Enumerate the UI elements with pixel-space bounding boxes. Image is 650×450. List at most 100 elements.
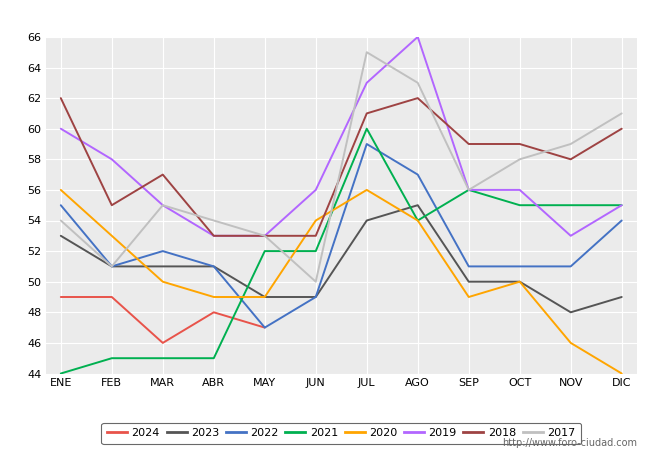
2023 bbox=[108, 264, 116, 269]
2023 bbox=[516, 279, 524, 284]
2018 bbox=[108, 202, 116, 208]
2018 bbox=[567, 157, 575, 162]
2020 bbox=[261, 294, 268, 300]
2018 bbox=[261, 233, 268, 238]
2019 bbox=[159, 202, 166, 208]
2022 bbox=[516, 264, 524, 269]
2023 bbox=[618, 294, 625, 300]
2024 bbox=[57, 294, 65, 300]
2023 bbox=[465, 279, 473, 284]
2023 bbox=[363, 218, 370, 223]
2023 bbox=[567, 310, 575, 315]
2021 bbox=[363, 126, 370, 131]
2022 bbox=[465, 264, 473, 269]
2017 bbox=[210, 218, 218, 223]
Text: Afiliados en Quintanilla de Urz a 31/5/2024: Afiliados en Quintanilla de Urz a 31/5/2… bbox=[142, 9, 508, 24]
2019 bbox=[363, 80, 370, 86]
Line: 2022: 2022 bbox=[61, 144, 621, 328]
2017 bbox=[618, 111, 625, 116]
2021 bbox=[108, 356, 116, 361]
2020 bbox=[57, 187, 65, 193]
2017 bbox=[108, 264, 116, 269]
2017 bbox=[159, 202, 166, 208]
2022 bbox=[261, 325, 268, 330]
Line: 2020: 2020 bbox=[61, 190, 621, 374]
Line: 2024: 2024 bbox=[61, 297, 265, 343]
2020 bbox=[465, 294, 473, 300]
2021 bbox=[618, 202, 625, 208]
2020 bbox=[312, 218, 320, 223]
2020 bbox=[567, 340, 575, 346]
2020 bbox=[516, 279, 524, 284]
2020 bbox=[414, 218, 422, 223]
2017 bbox=[261, 233, 268, 238]
Legend: 2024, 2023, 2022, 2021, 2020, 2019, 2018, 2017: 2024, 2023, 2022, 2021, 2020, 2019, 2018… bbox=[101, 423, 581, 444]
2021 bbox=[159, 356, 166, 361]
2021 bbox=[57, 371, 65, 376]
2024 bbox=[210, 310, 218, 315]
2022 bbox=[57, 202, 65, 208]
2019 bbox=[312, 187, 320, 193]
2018 bbox=[414, 95, 422, 101]
2023 bbox=[261, 294, 268, 300]
2019 bbox=[414, 34, 422, 40]
Line: 2017: 2017 bbox=[61, 52, 621, 282]
2020 bbox=[210, 294, 218, 300]
2022 bbox=[312, 294, 320, 300]
2017 bbox=[363, 50, 370, 55]
2018 bbox=[516, 141, 524, 147]
2018 bbox=[210, 233, 218, 238]
2019 bbox=[57, 126, 65, 131]
2024 bbox=[108, 294, 116, 300]
2024 bbox=[261, 325, 268, 330]
2018 bbox=[159, 172, 166, 177]
2020 bbox=[108, 233, 116, 238]
2023 bbox=[57, 233, 65, 238]
2019 bbox=[261, 233, 268, 238]
2024 bbox=[159, 340, 166, 346]
2017 bbox=[57, 218, 65, 223]
Line: 2023: 2023 bbox=[61, 205, 621, 312]
Line: 2021: 2021 bbox=[61, 129, 621, 374]
2018 bbox=[618, 126, 625, 131]
2021 bbox=[312, 248, 320, 254]
2019 bbox=[210, 233, 218, 238]
2017 bbox=[516, 157, 524, 162]
2021 bbox=[414, 218, 422, 223]
2021 bbox=[210, 356, 218, 361]
2017 bbox=[312, 279, 320, 284]
2022 bbox=[363, 141, 370, 147]
2018 bbox=[465, 141, 473, 147]
2019 bbox=[465, 187, 473, 193]
2017 bbox=[465, 187, 473, 193]
2018 bbox=[363, 111, 370, 116]
2022 bbox=[210, 264, 218, 269]
Text: http://www.foro-ciudad.com: http://www.foro-ciudad.com bbox=[502, 438, 637, 448]
2022 bbox=[414, 172, 422, 177]
Line: 2019: 2019 bbox=[61, 37, 621, 236]
2023 bbox=[159, 264, 166, 269]
2018 bbox=[57, 95, 65, 101]
2020 bbox=[618, 371, 625, 376]
2022 bbox=[567, 264, 575, 269]
2022 bbox=[108, 264, 116, 269]
2021 bbox=[261, 248, 268, 254]
2021 bbox=[567, 202, 575, 208]
2019 bbox=[618, 202, 625, 208]
2019 bbox=[567, 233, 575, 238]
2020 bbox=[363, 187, 370, 193]
2021 bbox=[516, 202, 524, 208]
2022 bbox=[159, 248, 166, 254]
2023 bbox=[210, 264, 218, 269]
2019 bbox=[108, 157, 116, 162]
2020 bbox=[159, 279, 166, 284]
2023 bbox=[414, 202, 422, 208]
2021 bbox=[465, 187, 473, 193]
2022 bbox=[618, 218, 625, 223]
2017 bbox=[414, 80, 422, 86]
2017 bbox=[567, 141, 575, 147]
2019 bbox=[516, 187, 524, 193]
Line: 2018: 2018 bbox=[61, 98, 621, 236]
2023 bbox=[312, 294, 320, 300]
2018 bbox=[312, 233, 320, 238]
